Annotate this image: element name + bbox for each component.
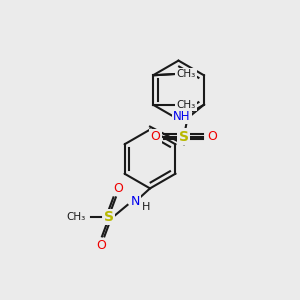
Text: O: O (113, 182, 123, 195)
Text: O: O (150, 130, 160, 143)
Text: CH₃: CH₃ (176, 100, 196, 110)
Text: CH₃: CH₃ (66, 212, 85, 222)
Text: CH₃: CH₃ (176, 69, 196, 79)
Text: NH: NH (173, 110, 191, 123)
Text: H: H (142, 202, 150, 212)
Text: O: O (97, 239, 106, 252)
Text: S: S (104, 210, 114, 224)
Text: O: O (207, 130, 217, 143)
Text: N: N (130, 195, 140, 208)
Text: S: S (179, 130, 189, 144)
